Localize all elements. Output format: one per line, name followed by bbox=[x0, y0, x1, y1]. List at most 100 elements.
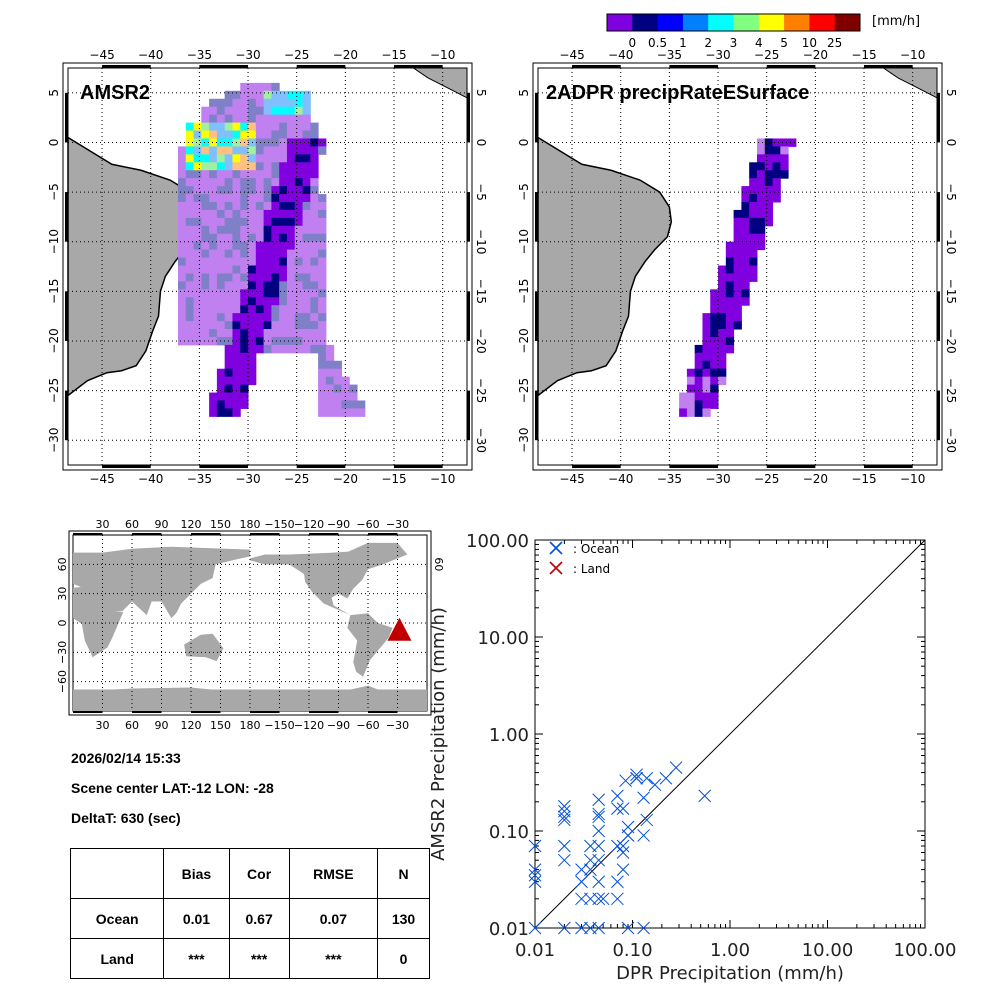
precip-cell bbox=[232, 194, 241, 203]
precip-cell bbox=[764, 217, 774, 227]
precip-cell bbox=[209, 249, 218, 259]
precip-cell bbox=[177, 154, 187, 163]
stats-header-cell bbox=[69, 848, 165, 899]
precip-cell bbox=[756, 138, 766, 147]
precip-cell bbox=[216, 233, 226, 243]
lon-tick-label-bottom: −25 bbox=[284, 472, 309, 486]
precip-cell bbox=[710, 313, 719, 322]
precip-cell bbox=[302, 249, 311, 259]
precip-cell bbox=[302, 201, 311, 211]
lat-tick-label-left: 5 bbox=[517, 89, 531, 97]
lat-tick-label-right: −5 bbox=[474, 183, 488, 201]
lon-tick-label-top: −25 bbox=[754, 48, 779, 62]
precip-cell bbox=[240, 201, 249, 211]
precip-cell bbox=[224, 273, 233, 282]
precip-cell bbox=[764, 170, 774, 179]
precip-cell bbox=[240, 289, 249, 298]
colorbar-frame bbox=[606, 13, 861, 32]
precip-cell bbox=[718, 360, 727, 370]
precip-cell bbox=[201, 122, 210, 132]
precip-cell bbox=[325, 352, 335, 362]
precip-cell bbox=[263, 122, 272, 132]
precip-cell bbox=[201, 194, 210, 203]
data-point-ocean bbox=[630, 771, 643, 785]
data-point-ocean bbox=[616, 863, 630, 876]
precip-cell bbox=[216, 98, 226, 108]
precip-cell bbox=[224, 281, 233, 290]
precip-cell bbox=[772, 138, 781, 147]
precip-cell bbox=[271, 233, 280, 243]
precip-cell bbox=[279, 217, 288, 227]
precip-cell bbox=[240, 384, 249, 394]
precip-cell bbox=[177, 281, 187, 290]
precip-cell bbox=[294, 344, 304, 354]
precip-cell bbox=[279, 90, 288, 100]
precip-cell bbox=[248, 106, 257, 116]
precip-cell bbox=[310, 257, 319, 267]
precip-cell bbox=[349, 392, 358, 401]
precip-cell bbox=[232, 241, 241, 251]
precip-cell bbox=[193, 241, 202, 251]
precip-cell bbox=[177, 289, 187, 298]
precip-cell bbox=[294, 336, 304, 346]
precip-cell bbox=[279, 225, 288, 235]
precip-cell bbox=[772, 194, 781, 203]
precip-cell bbox=[216, 313, 226, 322]
precip-cell bbox=[240, 265, 249, 274]
precip-cell bbox=[232, 344, 241, 354]
land-africa bbox=[73, 586, 124, 658]
precip-cell bbox=[209, 170, 218, 179]
precip-cell bbox=[725, 344, 735, 354]
precip-cell bbox=[248, 209, 257, 219]
data-point-ocean bbox=[640, 771, 654, 785]
precip-cell bbox=[209, 201, 218, 211]
precip-cell bbox=[193, 186, 202, 195]
data-point-ocean bbox=[640, 813, 654, 827]
world-lon-tick-top: 30 bbox=[96, 518, 110, 531]
precip-cell bbox=[756, 170, 766, 179]
precip-cell bbox=[263, 209, 272, 219]
x-tick-label: 0.01 bbox=[515, 940, 555, 961]
precip-cell bbox=[263, 106, 272, 116]
precip-cell bbox=[255, 154, 265, 163]
precip-cell bbox=[177, 265, 187, 274]
world-axis-bar bbox=[309, 711, 339, 713]
world-lon-tick-bottom: 150 bbox=[210, 719, 231, 732]
precip-cell bbox=[318, 297, 327, 306]
x-axis-label: DPR Precipitation (mm/h) bbox=[616, 963, 844, 984]
precip-cell bbox=[271, 209, 280, 219]
lon-tick-label-bottom: −10 bbox=[430, 472, 455, 486]
precip-cell bbox=[271, 138, 280, 147]
precip-cell bbox=[255, 209, 265, 219]
precip-cell bbox=[286, 329, 296, 338]
precip-cell bbox=[756, 146, 766, 155]
precip-cell bbox=[302, 297, 311, 306]
precip-cell bbox=[248, 201, 257, 211]
lon-tick-label-top: −10 bbox=[900, 48, 925, 62]
precip-cell bbox=[294, 209, 304, 219]
lon-tick-label-top: −45 bbox=[89, 48, 114, 62]
data-point-ocean bbox=[575, 863, 588, 876]
precip-cell bbox=[279, 336, 288, 346]
precip-cell bbox=[255, 225, 265, 235]
precip-cell bbox=[302, 209, 311, 219]
precip-cell bbox=[263, 281, 272, 290]
x-tick-label: 10.00 bbox=[802, 940, 854, 961]
precip-cell bbox=[224, 98, 233, 108]
lon-tick-label-top: −20 bbox=[333, 48, 358, 62]
axis-bar bbox=[199, 65, 249, 68]
precip-cell bbox=[294, 233, 304, 243]
data-point-ocean bbox=[616, 846, 630, 859]
precip-cell bbox=[756, 233, 766, 243]
axis-bar bbox=[296, 465, 346, 468]
precip-cell bbox=[224, 130, 233, 139]
precip-cell bbox=[271, 321, 280, 330]
precip-cell bbox=[193, 297, 202, 306]
precip-cell bbox=[255, 90, 265, 100]
precip-cell bbox=[209, 138, 218, 147]
precip-cell bbox=[185, 122, 195, 132]
precip-cell bbox=[248, 297, 257, 306]
lon-tick-label-bottom: −30 bbox=[705, 472, 730, 486]
precip-cell bbox=[286, 305, 296, 314]
axis-bar bbox=[467, 390, 470, 441]
